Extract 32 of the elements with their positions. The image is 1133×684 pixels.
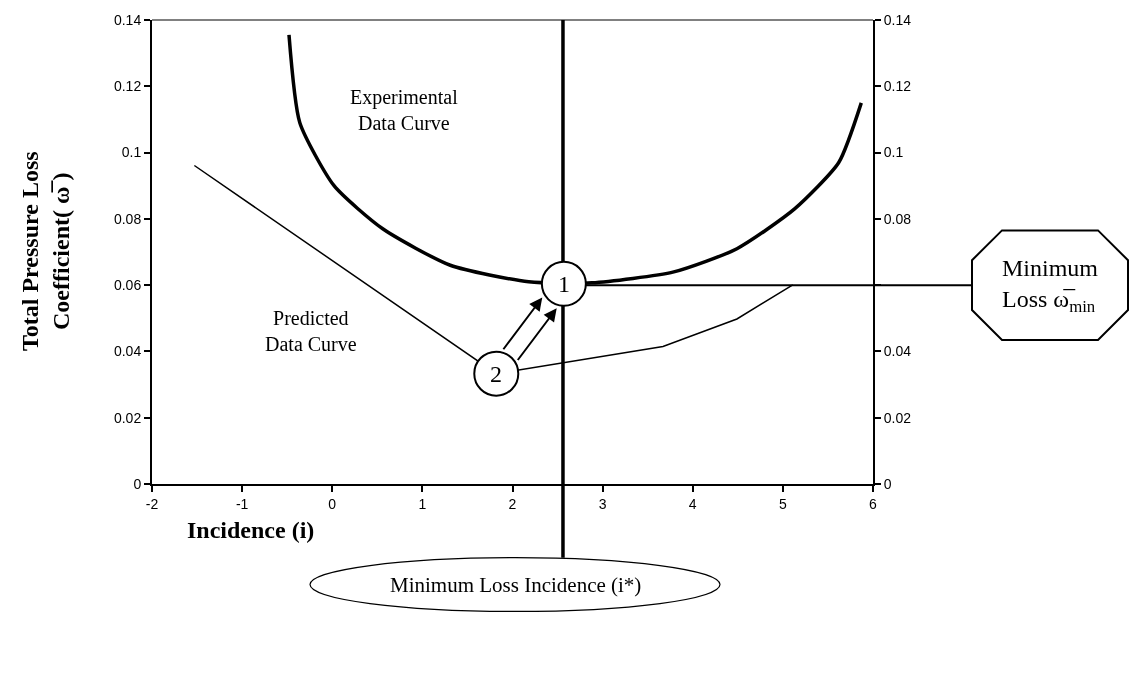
y-tick-label: 0.12 <box>113 78 142 95</box>
x-tick-label: 4 <box>688 495 697 512</box>
y2-tick-label: 0.1 <box>883 144 904 161</box>
y-tick-label: 0.04 <box>113 343 142 360</box>
ref-line-label: Minimum Loss Incidence (i*) <box>390 573 642 597</box>
x-tick-label: -2 <box>145 495 159 512</box>
x-axis-title: Incidence (i) <box>187 517 315 543</box>
y-axis-title: Total Pressure Loss Coefficient( ω̅ ) <box>17 151 75 351</box>
annotation: 2 <box>490 361 502 387</box>
x-tick-label: -1 <box>235 495 249 512</box>
x-tick-label: 6 <box>869 495 878 512</box>
y2-tick-label: 0.02 <box>883 409 912 426</box>
y2-tick-label: 0.04 <box>883 343 912 360</box>
x-tick-label: 2 <box>508 495 517 512</box>
y2-tick-label: 0.12 <box>883 78 912 95</box>
y2-tick-label: 0.08 <box>883 210 912 227</box>
series-label: Predicted Data Curve <box>265 307 357 355</box>
y2-tick-label: 0.14 <box>883 11 912 28</box>
x-tick-label: 1 <box>418 495 427 512</box>
ref-line-label: Minimum Loss ω̅$_{min}$ <box>1002 255 1099 317</box>
annotation: 1 <box>558 271 570 297</box>
y-tick-label: 0.06 <box>113 277 142 294</box>
y-tick-label: 0.02 <box>113 409 142 426</box>
y-tick-label: 0.14 <box>113 11 142 28</box>
text: Experimental Data Curve <box>350 86 459 134</box>
y2-tick-label: 0 <box>883 475 892 492</box>
x-tick-label: 0 <box>328 495 337 512</box>
y-tick-label: 0.08 <box>113 210 142 227</box>
y-tick-label: 0 <box>133 475 142 492</box>
y-tick-label: 0.1 <box>121 144 142 161</box>
x-tick-label: 3 <box>598 495 607 512</box>
x-tick-label: 5 <box>778 495 787 512</box>
